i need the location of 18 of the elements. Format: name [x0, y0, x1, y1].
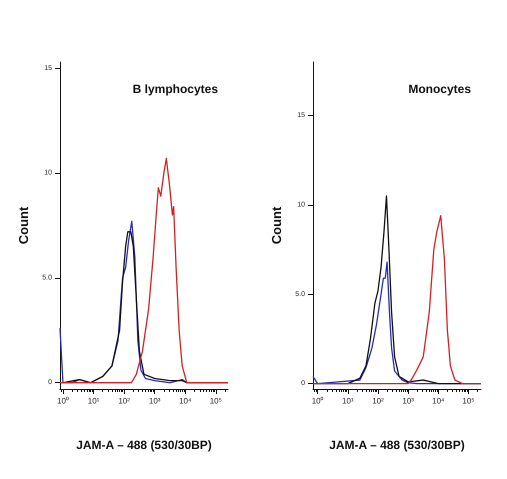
x-tick-label: 10⁰ — [312, 396, 324, 406]
x-tick-label: 10⁴ — [179, 396, 192, 406]
x-tick-label: 10³ — [402, 396, 414, 406]
x-tick-label: 10¹ — [88, 396, 100, 406]
x-tick-label: 10² — [118, 396, 130, 406]
text: B lymphocytes — [132, 82, 218, 96]
x-tick-label: 10⁵ — [462, 396, 475, 406]
x-tick-label: 10³ — [148, 396, 161, 406]
x-tick-label: 10² — [372, 396, 384, 406]
x-axis-title: JAM-A – 488 (530/30BP) — [329, 438, 465, 452]
x-tick-label: 10¹ — [342, 396, 354, 406]
x-tick-label: 10⁰ — [57, 396, 69, 406]
x-tick-label: 10⁵ — [210, 396, 222, 406]
x-tick-label: 10⁴ — [432, 396, 446, 406]
text: Monocytes — [408, 82, 472, 96]
y-axis-title: Count — [16, 206, 31, 244]
y-axis-title: Count — [269, 206, 284, 244]
x-axis-title: JAM-A – 488 (530/30BP) — [76, 438, 212, 452]
